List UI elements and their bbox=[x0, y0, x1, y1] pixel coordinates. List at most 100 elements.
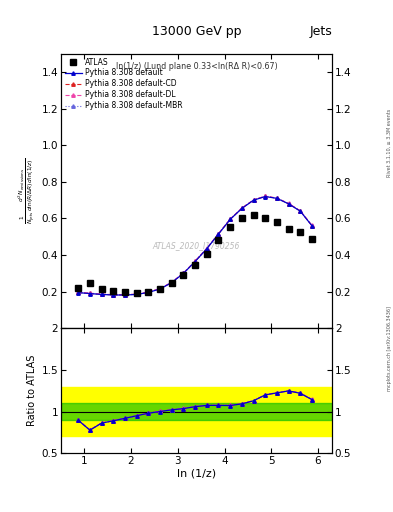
Pythia 8.308 default-MBR bbox=[123, 292, 127, 298]
Pythia 8.308 default bbox=[286, 201, 291, 207]
Pythia 8.308 default-CD bbox=[99, 291, 104, 297]
Pythia 8.308 default-CD bbox=[298, 208, 303, 214]
Pythia 8.308 default-MBR bbox=[76, 289, 81, 295]
Pythia 8.308 default-DL bbox=[88, 290, 92, 296]
ATLAS bbox=[76, 285, 81, 291]
Pythia 8.308 default-MBR bbox=[310, 223, 314, 229]
Pythia 8.308 default-CD bbox=[251, 197, 256, 203]
Pythia 8.308 default-MBR bbox=[239, 205, 244, 211]
Pythia 8.308 default-DL bbox=[239, 205, 244, 211]
Pythia 8.308 default bbox=[146, 289, 151, 295]
Legend: ATLAS, Pythia 8.308 default, Pythia 8.308 default-CD, Pythia 8.308 default-DL, P: ATLAS, Pythia 8.308 default, Pythia 8.30… bbox=[63, 56, 184, 112]
Text: ATLAS_2020_I1790256: ATLAS_2020_I1790256 bbox=[153, 242, 240, 250]
Pythia 8.308 default-MBR bbox=[158, 286, 162, 292]
Pythia 8.308 default-DL bbox=[216, 230, 221, 237]
Pythia 8.308 default bbox=[239, 205, 244, 211]
ATLAS bbox=[146, 289, 151, 295]
ATLAS bbox=[169, 281, 174, 287]
Pythia 8.308 default-CD bbox=[146, 289, 151, 295]
Pythia 8.308 default-DL bbox=[123, 291, 127, 297]
Pythia 8.308 default-CD bbox=[158, 286, 162, 292]
Pythia 8.308 default-MBR bbox=[204, 245, 209, 251]
Pythia 8.308 default bbox=[134, 291, 139, 297]
Pythia 8.308 default bbox=[275, 195, 279, 201]
Pythia 8.308 default-DL bbox=[275, 195, 279, 201]
Pythia 8.308 default-CD bbox=[88, 290, 92, 296]
Pythia 8.308 default-MBR bbox=[146, 289, 151, 295]
ATLAS bbox=[251, 212, 256, 218]
Pythia 8.308 default-DL bbox=[134, 291, 139, 297]
Pythia 8.308 default-MBR bbox=[251, 197, 256, 203]
Pythia 8.308 default bbox=[263, 194, 268, 200]
Pythia 8.308 default-CD bbox=[263, 193, 268, 199]
Text: Rivet 3.1.10, ≥ 3.3M events: Rivet 3.1.10, ≥ 3.3M events bbox=[387, 109, 392, 178]
Pythia 8.308 default-DL bbox=[204, 245, 209, 251]
Pythia 8.308 default-DL bbox=[181, 270, 186, 276]
Pythia 8.308 default bbox=[88, 290, 92, 296]
Pythia 8.308 default-DL bbox=[111, 291, 116, 297]
Pythia 8.308 default bbox=[76, 290, 81, 296]
Pythia 8.308 default bbox=[99, 291, 104, 297]
Pythia 8.308 default-CD bbox=[216, 231, 221, 237]
Pythia 8.308 default-DL bbox=[193, 258, 197, 264]
ATLAS bbox=[123, 289, 127, 295]
Pythia 8.308 default-DL bbox=[298, 208, 303, 214]
Pythia 8.308 default-MBR bbox=[263, 193, 268, 199]
Y-axis label: $\frac{1}{N_\mathsf{jets}}\frac{d^2\,N_\mathsf{emissions}}{d\ln(R/\Delta R)\,d\l: $\frac{1}{N_\mathsf{jets}}\frac{d^2\,N_\… bbox=[17, 158, 37, 224]
Pythia 8.308 default-MBR bbox=[181, 270, 186, 276]
X-axis label: ln (1/z): ln (1/z) bbox=[177, 468, 216, 479]
ATLAS bbox=[88, 281, 92, 287]
ATLAS bbox=[111, 288, 116, 294]
Pythia 8.308 default-CD bbox=[275, 195, 279, 201]
ATLAS bbox=[134, 290, 139, 296]
Line: Pythia 8.308 default-MBR: Pythia 8.308 default-MBR bbox=[77, 195, 314, 296]
Pythia 8.308 default bbox=[158, 286, 162, 292]
Pythia 8.308 default bbox=[181, 270, 186, 276]
Pythia 8.308 default-CD bbox=[310, 223, 314, 229]
Text: mcplots.cern.ch [arXiv:1306.3436]: mcplots.cern.ch [arXiv:1306.3436] bbox=[387, 306, 392, 391]
ATLAS bbox=[310, 236, 314, 242]
Pythia 8.308 default-DL bbox=[228, 216, 233, 222]
Pythia 8.308 default-DL bbox=[251, 197, 256, 203]
Pythia 8.308 default-DL bbox=[76, 289, 81, 295]
Pythia 8.308 default-MBR bbox=[111, 292, 116, 298]
ATLAS bbox=[216, 238, 221, 244]
Pythia 8.308 default-CD bbox=[286, 201, 291, 207]
Line: Pythia 8.308 default-DL: Pythia 8.308 default-DL bbox=[77, 195, 314, 296]
Line: Pythia 8.308 default-CD: Pythia 8.308 default-CD bbox=[77, 195, 314, 296]
Pythia 8.308 default-DL bbox=[310, 222, 314, 228]
Pythia 8.308 default-MBR bbox=[193, 258, 197, 264]
Pythia 8.308 default bbox=[310, 223, 314, 229]
Pythia 8.308 default-CD bbox=[181, 270, 186, 276]
Line: Pythia 8.308 default: Pythia 8.308 default bbox=[77, 195, 314, 297]
Pythia 8.308 default bbox=[193, 259, 197, 265]
Pythia 8.308 default-DL bbox=[99, 291, 104, 297]
ATLAS bbox=[286, 225, 291, 231]
Pythia 8.308 default-CD bbox=[228, 216, 233, 222]
Text: 13000 GeV pp: 13000 GeV pp bbox=[152, 26, 241, 38]
Pythia 8.308 default bbox=[123, 292, 127, 298]
ATLAS bbox=[99, 286, 104, 292]
Pythia 8.308 default-CD bbox=[134, 291, 139, 297]
ATLAS bbox=[239, 216, 244, 222]
Pythia 8.308 default-MBR bbox=[228, 216, 233, 222]
Pythia 8.308 default-CD bbox=[76, 289, 81, 295]
ATLAS bbox=[158, 286, 162, 292]
Text: Jets: Jets bbox=[309, 26, 332, 38]
Pythia 8.308 default-MBR bbox=[99, 291, 104, 297]
Pythia 8.308 default-DL bbox=[146, 289, 151, 295]
ATLAS bbox=[193, 262, 197, 268]
Pythia 8.308 default bbox=[251, 197, 256, 203]
Pythia 8.308 default bbox=[169, 280, 174, 286]
Pythia 8.308 default-DL bbox=[169, 279, 174, 285]
Pythia 8.308 default-DL bbox=[263, 193, 268, 199]
Pythia 8.308 default bbox=[298, 208, 303, 214]
Pythia 8.308 default-CD bbox=[169, 280, 174, 286]
ATLAS bbox=[298, 229, 303, 236]
Pythia 8.308 default bbox=[111, 292, 116, 298]
Pythia 8.308 default bbox=[204, 246, 209, 252]
ATLAS bbox=[263, 216, 268, 222]
Pythia 8.308 default-CD bbox=[123, 292, 127, 298]
Pythia 8.308 default-DL bbox=[286, 200, 291, 206]
Pythia 8.308 default-MBR bbox=[286, 201, 291, 207]
